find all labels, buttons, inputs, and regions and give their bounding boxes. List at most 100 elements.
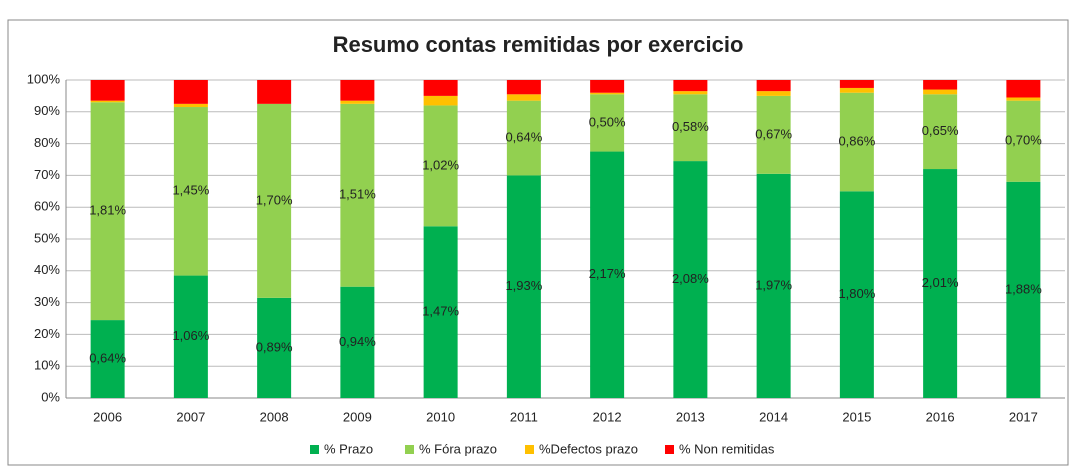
data-label: 0,64% <box>89 350 126 365</box>
data-label: 1,93% <box>505 278 542 293</box>
legend-swatch <box>405 445 414 454</box>
bar-segment <box>839 87 874 93</box>
data-label: 1,88% <box>1005 281 1042 296</box>
data-label: 0,86% <box>838 133 875 148</box>
bar-segment <box>423 105 458 227</box>
x-tick-label: 2016 <box>926 409 955 424</box>
y-tick-label: 80% <box>34 135 60 150</box>
bar-segment <box>173 103 208 108</box>
x-tick-label: 2015 <box>842 409 871 424</box>
data-label: 0,70% <box>1005 133 1042 148</box>
x-tick-label: 2006 <box>93 409 122 424</box>
bar-segment <box>423 226 458 398</box>
bar-segment <box>673 80 708 92</box>
bar-segment <box>506 94 541 101</box>
x-tick-label: 2010 <box>426 409 455 424</box>
legend-label: % Prazo <box>324 441 373 456</box>
chart-title: Resumo contas remitidas por exercicio <box>333 32 744 57</box>
data-label: 0,64% <box>505 129 542 144</box>
legend-swatch <box>665 445 674 454</box>
bar-segment <box>173 80 208 104</box>
data-label: 1,45% <box>172 183 209 198</box>
data-label: 0,67% <box>755 126 792 141</box>
data-label: 1,02% <box>422 157 459 172</box>
bar-segment <box>673 91 708 95</box>
y-tick-label: 90% <box>34 103 60 118</box>
bar-segment <box>90 102 125 321</box>
bar-segment <box>423 80 458 96</box>
data-label: 0,58% <box>672 119 709 134</box>
bar-segment <box>90 80 125 101</box>
data-label: 1,47% <box>422 304 459 319</box>
data-label: 1,97% <box>755 277 792 292</box>
bar-segment <box>257 297 292 398</box>
y-tick-label: 100% <box>27 71 61 86</box>
bar-segment <box>340 103 375 287</box>
x-tick-label: 2013 <box>676 409 705 424</box>
y-tick-label: 60% <box>34 199 60 214</box>
y-tick-label: 0% <box>41 389 60 404</box>
data-label: 1,06% <box>172 328 209 343</box>
bar-segment <box>839 191 874 398</box>
bar-segment <box>340 286 375 398</box>
bar-segment <box>257 103 292 298</box>
bar-segment <box>590 92 625 95</box>
bar-segment <box>90 320 125 398</box>
y-tick-label: 30% <box>34 294 60 309</box>
bar-segment <box>756 80 791 92</box>
data-label: 2,01% <box>922 275 959 290</box>
bar-segment <box>340 80 375 101</box>
x-tick-label: 2007 <box>176 409 205 424</box>
bar-segment <box>1006 100 1041 182</box>
legend-swatch <box>525 445 534 454</box>
bar-segment <box>923 89 958 95</box>
bar-segment <box>839 92 874 192</box>
bar-segment <box>756 95 791 174</box>
data-label: 1,81% <box>89 203 126 218</box>
bar-segment <box>756 173 791 398</box>
bar-segment <box>173 275 208 398</box>
legend-swatch <box>310 445 319 454</box>
bar-segment <box>506 80 541 95</box>
data-label: 1,51% <box>339 187 376 202</box>
data-label: 1,70% <box>256 192 293 207</box>
bar-segment <box>923 169 958 398</box>
data-label: 0,89% <box>256 339 293 354</box>
y-tick-label: 20% <box>34 326 60 341</box>
data-label: 2,08% <box>672 271 709 286</box>
x-tick-label: 2009 <box>343 409 372 424</box>
y-tick-label: 10% <box>34 358 60 373</box>
legend-label: %Defectos prazo <box>539 441 638 456</box>
bar-segment <box>257 80 292 104</box>
x-tick-label: 2008 <box>260 409 289 424</box>
x-tick-label: 2017 <box>1009 409 1038 424</box>
data-label: 0,50% <box>589 114 626 129</box>
bar-segment <box>1006 97 1041 101</box>
data-label: 2,17% <box>589 266 626 281</box>
legend-label: % Non remitidas <box>679 441 775 456</box>
bar-segment <box>923 80 958 90</box>
bar-segment <box>1006 181 1041 398</box>
bar-segment <box>423 95 458 106</box>
bar-segment <box>1006 80 1041 98</box>
bar-segment <box>173 107 208 276</box>
data-label: 1,80% <box>838 286 875 301</box>
bar-segment <box>923 94 958 170</box>
bar-segment <box>590 80 625 93</box>
bar-segment <box>839 80 874 88</box>
bar-segment <box>590 151 625 398</box>
bar-segment <box>673 94 708 162</box>
bar-segment <box>673 161 708 398</box>
bar-segment <box>756 91 791 96</box>
data-label: 0,65% <box>922 123 959 138</box>
bar-segment <box>506 100 541 176</box>
bar-segment <box>340 100 375 104</box>
bar-segment <box>590 94 625 152</box>
y-tick-label: 50% <box>34 230 60 245</box>
x-tick-label: 2014 <box>759 409 788 424</box>
bar-segment <box>506 175 541 398</box>
x-tick-label: 2011 <box>510 409 538 424</box>
y-tick-label: 40% <box>34 262 60 277</box>
bar-segment <box>90 100 125 103</box>
